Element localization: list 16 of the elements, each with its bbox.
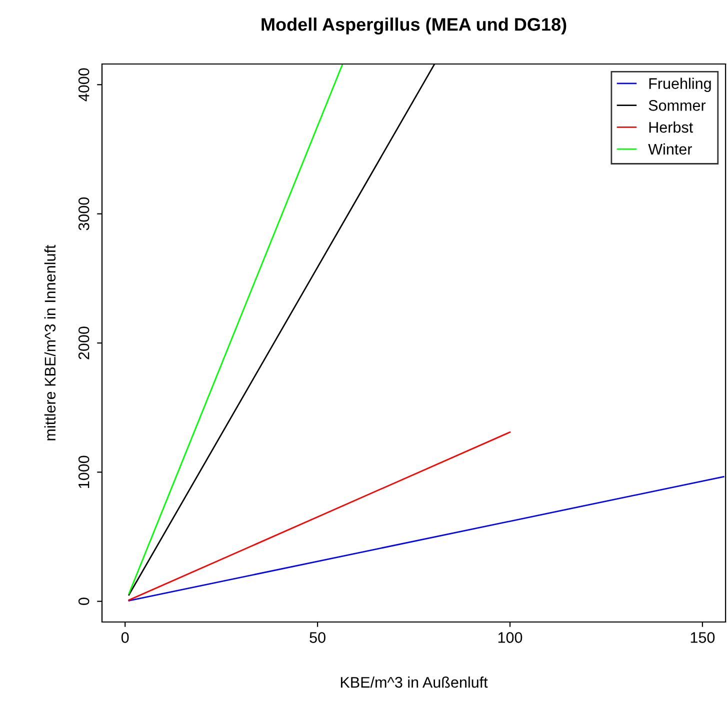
y-axis-title: mittlere KBE/m^3 in Innenluft	[44, 244, 56, 440]
x-tick-label: 150	[690, 632, 715, 643]
x-tick-label: 0	[121, 632, 129, 643]
y-tick-label: 4000	[78, 68, 90, 102]
y-tick-label: 2000	[78, 326, 90, 360]
y-tick-label: 3000	[78, 197, 90, 230]
legend-label: Winter	[648, 143, 692, 155]
y-tick-label: 0	[78, 598, 90, 605]
legend-label: Herbst	[649, 122, 693, 133]
y-tick-label: 1000	[78, 456, 90, 488]
x-tick-label: 100	[498, 632, 522, 643]
legend-label: Fruehling	[649, 78, 711, 92]
legend-label: Sommer	[648, 100, 706, 111]
chart-title: Modell Aspergillus (MEA und DG18)	[262, 18, 566, 34]
x-tick-label: 50	[310, 632, 326, 643]
x-axis-title: KBE/m^3 in Außenluft	[340, 676, 488, 688]
